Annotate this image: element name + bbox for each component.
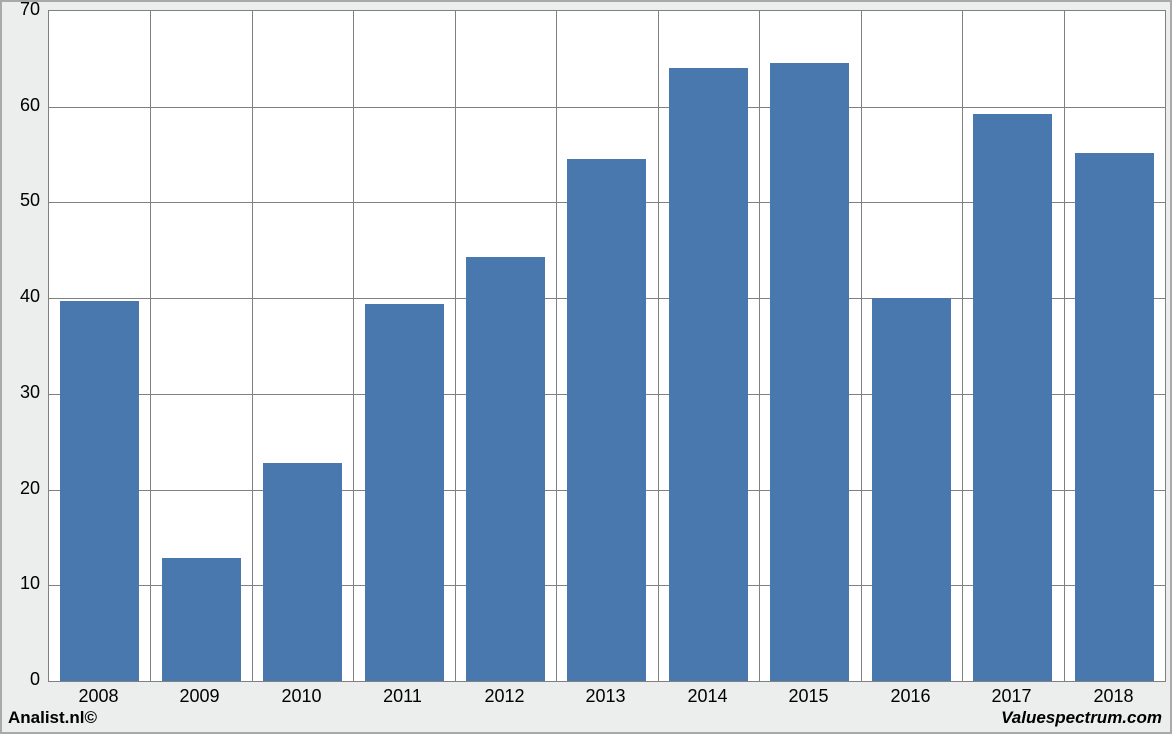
x-tick-label: 2010	[251, 686, 352, 707]
gridline-vertical	[556, 11, 557, 681]
bar	[466, 257, 545, 681]
plot-area	[48, 10, 1166, 682]
y-tick-label: 50	[2, 190, 40, 211]
x-tick-label: 2016	[860, 686, 961, 707]
gridline-vertical	[962, 11, 963, 681]
x-tick-label: 2008	[48, 686, 149, 707]
x-tick-label: 2009	[149, 686, 250, 707]
y-tick-label: 0	[2, 669, 40, 690]
bar	[162, 558, 241, 681]
gridline-vertical	[455, 11, 456, 681]
gridline-vertical	[150, 11, 151, 681]
x-tick-label: 2012	[454, 686, 555, 707]
gridline-vertical	[252, 11, 253, 681]
y-tick-label: 30	[2, 382, 40, 403]
bar	[770, 63, 849, 681]
gridline-vertical	[658, 11, 659, 681]
x-tick-label: 2018	[1063, 686, 1164, 707]
gridline-vertical	[759, 11, 760, 681]
credit-left: Analist.nl©	[8, 708, 97, 728]
x-tick-label: 2017	[961, 686, 1062, 707]
gridline	[49, 107, 1165, 108]
bar	[263, 463, 342, 681]
gridline-vertical	[1064, 11, 1065, 681]
bar	[1075, 153, 1154, 681]
gridline-vertical	[861, 11, 862, 681]
x-tick-label: 2015	[758, 686, 859, 707]
y-tick-label: 40	[2, 286, 40, 307]
y-tick-label: 10	[2, 573, 40, 594]
y-tick-label: 60	[2, 95, 40, 116]
x-tick-label: 2011	[352, 686, 453, 707]
credit-right: Valuespectrum.com	[1001, 708, 1162, 728]
bar	[567, 159, 646, 681]
bar	[60, 301, 139, 681]
bar	[365, 304, 444, 681]
chart-frame: 0 10 20 30 40 50 60 70 200820092010201120122013…	[0, 0, 1172, 734]
bar	[973, 114, 1052, 681]
y-tick-label: 20	[2, 478, 40, 499]
bar	[669, 68, 748, 681]
y-tick-label: 70	[2, 0, 40, 20]
x-tick-label: 2013	[555, 686, 656, 707]
bar	[872, 298, 951, 681]
x-tick-label: 2014	[657, 686, 758, 707]
gridline-vertical	[353, 11, 354, 681]
